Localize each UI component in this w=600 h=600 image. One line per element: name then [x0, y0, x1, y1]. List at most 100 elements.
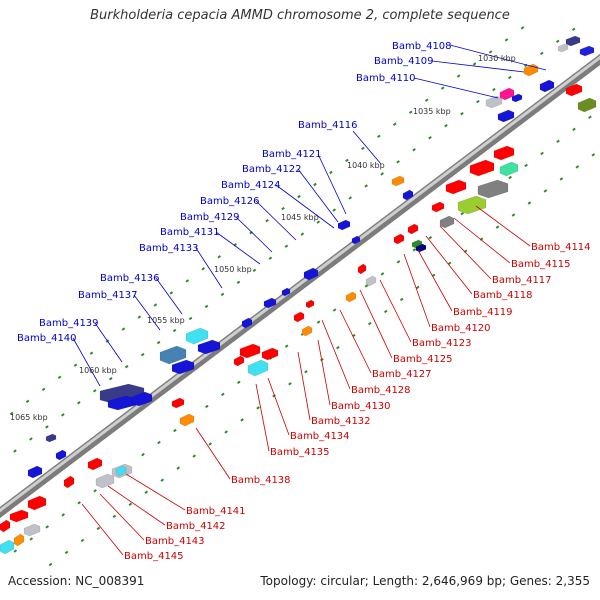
tick-dot: [297, 194, 301, 199]
gene-label-bamb-4136[interactable]: Bamb_4136: [100, 273, 160, 284]
gene-label-bamb-4110[interactable]: Bamb_4110: [356, 73, 416, 84]
topology-summary: Topology: circular; Length: 2,646,969 bp…: [260, 574, 590, 588]
tick-dot: [488, 50, 493, 54]
kbp-label-1055: 1055 kbp: [147, 316, 185, 325]
reverse-leader-line: [339, 309, 372, 374]
gene-feature-block: [241, 317, 253, 329]
tick-dot: [45, 425, 49, 429]
tick-dot: [399, 297, 404, 302]
tick-dot: [144, 490, 149, 494]
tick-dot: [272, 394, 276, 398]
gene-feature-block: [485, 95, 503, 109]
gene-label-bamb-4130[interactable]: Bamb_4130: [331, 401, 391, 412]
gene-feature-block: [87, 457, 103, 471]
gene-label-bamb-4138[interactable]: Bamb_4138: [231, 475, 291, 486]
gene-label-bamb-4108[interactable]: Bamb_4108: [392, 41, 452, 52]
tick-dot: [508, 75, 512, 80]
tick-dot: [364, 284, 369, 288]
gene-feature-block: [407, 223, 419, 235]
tick-dot: [221, 392, 225, 397]
tick-dot: [460, 211, 465, 216]
gene-label-bamb-4143[interactable]: Bamb_4143: [145, 536, 205, 547]
gene-label-bamb-4109[interactable]: Bamb_4109: [374, 56, 434, 67]
gene-label-bamb-4135[interactable]: Bamb_4135: [270, 447, 330, 458]
gene-label-bamb-4132[interactable]: Bamb_4132: [311, 416, 371, 427]
gene-label-bamb-4129[interactable]: Bamb_4129: [180, 212, 240, 223]
gene-label-bamb-4121[interactable]: Bamb_4121: [262, 149, 322, 160]
reverse-leader-line: [359, 289, 393, 359]
gene-label-bamb-4125[interactable]: Bamb_4125: [393, 354, 453, 365]
gene-label-bamb-4124[interactable]: Bamb_4124: [221, 180, 281, 191]
tick-dot: [176, 466, 181, 470]
tick-dot: [575, 165, 580, 169]
tick-dot: [300, 232, 305, 236]
gene-label-bamb-4142[interactable]: Bamb_4142: [166, 521, 226, 532]
gene-label-bamb-4122[interactable]: Bamb_4122: [242, 164, 302, 175]
gene-label-bamb-4114[interactable]: Bamb_4114: [531, 242, 591, 253]
tick-dot: [236, 380, 241, 385]
gene-feature-block: [23, 523, 41, 537]
gene-feature-block: [261, 347, 279, 361]
gene-feature-block: [445, 179, 467, 195]
reverse-leader-line: [379, 279, 412, 343]
gene-label-bamb-4115[interactable]: Bamb_4115: [511, 259, 571, 270]
gene-label-bamb-4133[interactable]: Bamb_4133: [139, 243, 199, 254]
tick-dot: [336, 345, 340, 350]
gene-label-bamb-4141[interactable]: Bamb_4141: [186, 506, 246, 517]
gene-label-bamb-4134[interactable]: Bamb_4134: [290, 431, 350, 442]
chromosome-backbone: [0, 53, 600, 519]
tick-dot: [173, 428, 177, 433]
tick-dot: [361, 146, 365, 151]
tick-dot: [185, 279, 190, 283]
reverse-leader-line: [125, 473, 186, 511]
forward-leader-line: [431, 60, 525, 73]
gene-label-bamb-4120[interactable]: Bamb_4120: [431, 323, 491, 334]
gene-label-bamb-4131[interactable]: Bamb_4131: [160, 227, 220, 238]
gene-label-bamb-4116[interactable]: Bamb_4116: [298, 120, 358, 131]
gene-label-bamb-4127[interactable]: Bamb_4127: [372, 369, 432, 380]
gene-label-bamb-4123[interactable]: Bamb_4123: [412, 338, 472, 349]
tick-dot: [539, 51, 544, 56]
tick-dot: [495, 225, 500, 229]
chromosome-backbone-highlight: [0, 55, 600, 513]
tick-dot: [284, 344, 289, 348]
gene-label-bamb-4140[interactable]: Bamb_4140: [17, 333, 77, 344]
reverse-leader-line: [403, 253, 431, 328]
tick-dot: [13, 449, 17, 453]
accession-text: Accession: NC_008391: [8, 574, 145, 588]
forward-leader-line: [133, 294, 161, 331]
gene-label-bamb-4118[interactable]: Bamb_4118: [473, 290, 533, 301]
gene-feature-block: [565, 83, 583, 97]
gene-feature-block: [301, 325, 313, 337]
reverse-leader-line: [81, 503, 124, 556]
tick-dot: [268, 256, 273, 260]
gene-label-bamb-4119[interactable]: Bamb_4119: [453, 307, 513, 318]
tick-dot: [571, 27, 576, 31]
tick-dot: [332, 208, 337, 212]
tick-dot: [591, 153, 596, 157]
gene-label-bamb-4137[interactable]: Bamb_4137: [78, 290, 138, 301]
gene-feature-block: [577, 97, 597, 113]
gene-feature-block: [469, 159, 495, 177]
gene-label-bamb-4139[interactable]: Bamb_4139: [39, 318, 99, 329]
gene-feature-block: [391, 175, 405, 187]
tick-dot: [265, 218, 269, 223]
tick-dot: [29, 437, 33, 441]
reverse-leader-line: [439, 225, 492, 280]
tick-dot: [527, 201, 532, 205]
gene-label-bamb-4117[interactable]: Bamb_4117: [492, 275, 552, 286]
gene-label-bamb-4145[interactable]: Bamb_4145: [124, 551, 184, 562]
gene-feature-block: [45, 433, 57, 443]
gene-label-bamb-4128[interactable]: Bamb_4128: [351, 385, 411, 396]
forward-leader-line: [413, 77, 499, 99]
tick-dot: [447, 261, 452, 265]
gene-feature-block: [402, 189, 414, 201]
tick-dot: [415, 285, 420, 290]
tick-dot: [141, 452, 145, 457]
gene-feature-block: [303, 267, 319, 281]
reverse-leader-line: [195, 427, 231, 480]
label-leader-lines: [72, 44, 547, 556]
gene-label-bamb-4126[interactable]: Bamb_4126: [200, 196, 260, 207]
gene-feature-block: [579, 45, 595, 57]
